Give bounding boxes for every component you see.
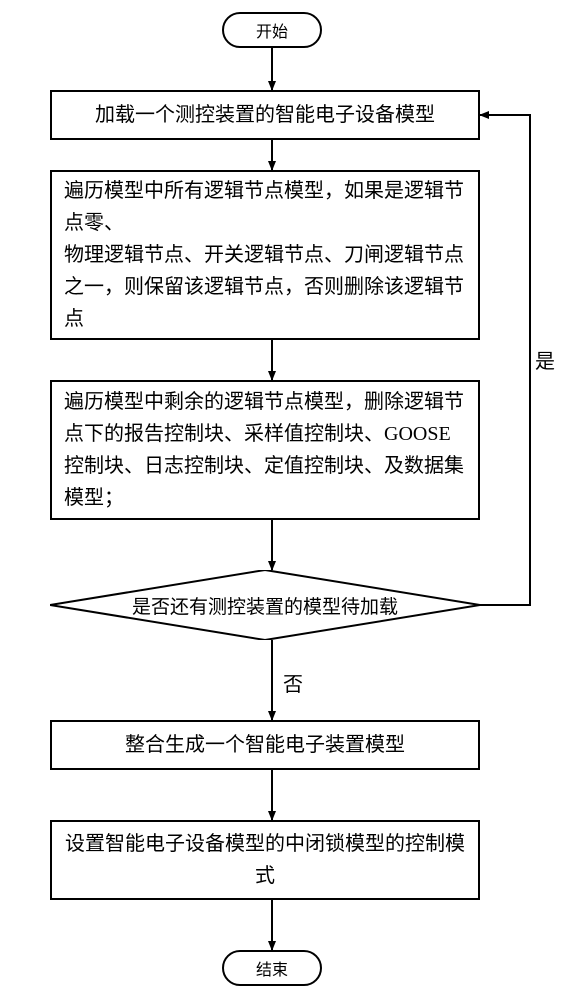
- connectors: [0, 0, 570, 1000]
- arrow-feedback-yes: [480, 115, 530, 605]
